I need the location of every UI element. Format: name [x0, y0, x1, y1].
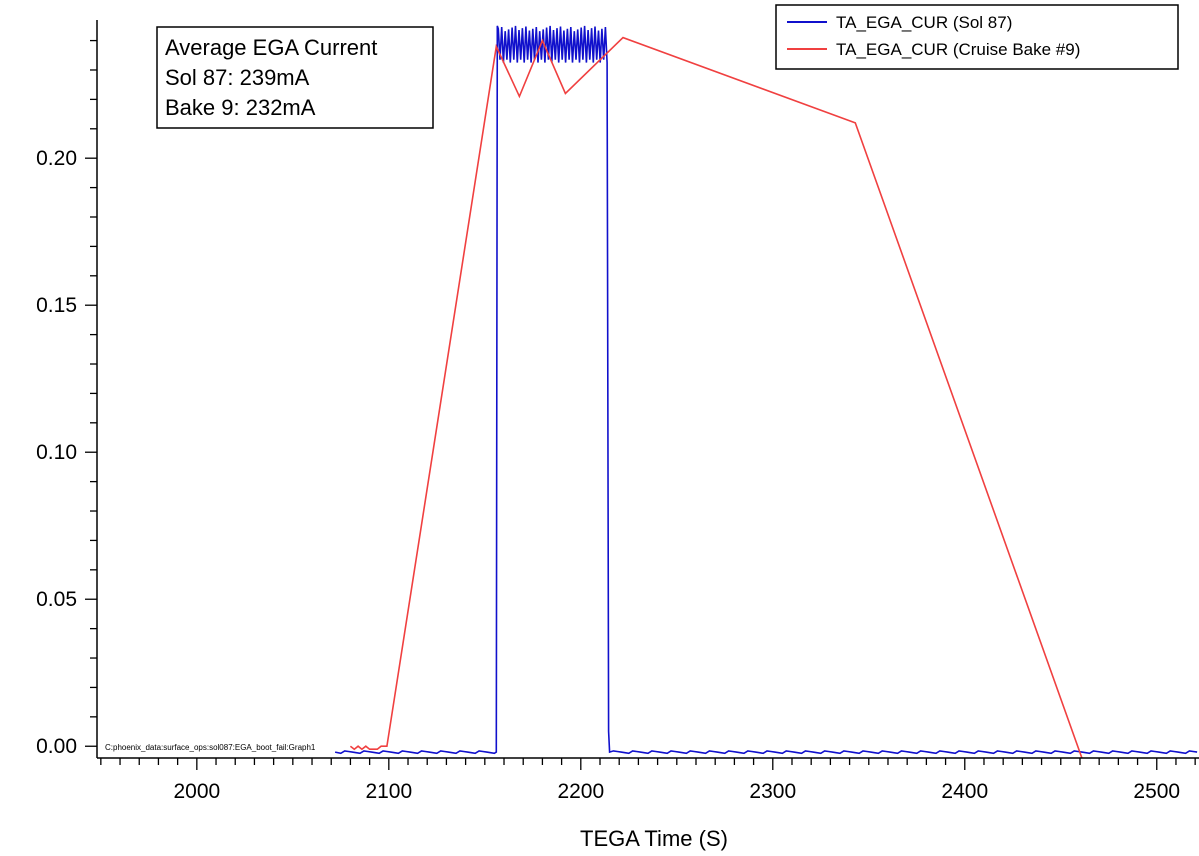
source-path-label: C:phoenix_data:surface_ops:sol087:EGA_bo…	[105, 743, 316, 752]
annotation-line-1: Average EGA Current	[165, 35, 377, 60]
x-tick-label: 2200	[557, 780, 604, 803]
y-tick-label: 0.10	[36, 441, 77, 464]
x-axis-ticks: 2000 2100 2200 2300 2400 2500	[100, 758, 1196, 803]
annotation-box: Average EGA Current Sol 87: 239mA Bake 9…	[156, 26, 434, 129]
y-axis-ticks: 0.00 0.05 0.10 0.15 0.20	[36, 39, 97, 758]
legend-label-cruise-bake: TA_EGA_CUR (Cruise Bake #9)	[836, 40, 1080, 59]
x-tick-label: 2500	[1133, 780, 1180, 803]
x-tick-label: 2100	[365, 780, 412, 803]
annotation-line-3: Bake 9: 232mA	[165, 95, 316, 120]
series-layer	[334, 25, 1198, 759]
series-line-cruise-bake-9	[349, 36, 1083, 759]
series-line-sol-87	[334, 25, 1198, 755]
annotation-line-2: Sol 87: 239mA	[165, 65, 310, 90]
y-tick-label: 0.00	[36, 735, 77, 758]
x-tick-label: 2400	[941, 780, 988, 803]
y-tick-label: 0.20	[36, 147, 77, 170]
y-tick-label: 0.05	[36, 588, 77, 611]
y-tick-label: 0.15	[36, 294, 77, 317]
x-tick-label: 2300	[749, 780, 796, 803]
x-tick-label: 2000	[173, 780, 220, 803]
legend: TA_EGA_CUR (Sol 87) TA_EGA_CUR (Cruise B…	[775, 4, 1179, 70]
legend-label-sol-87: TA_EGA_CUR (Sol 87)	[836, 13, 1012, 32]
x-axis-title: TEGA Time (S)	[580, 826, 728, 851]
